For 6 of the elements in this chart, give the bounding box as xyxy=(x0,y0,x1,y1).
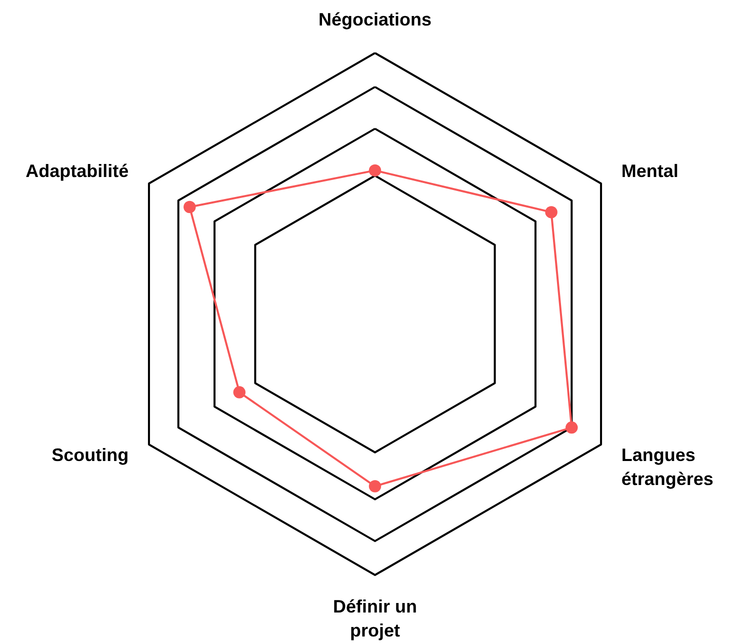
spoke-label: Adaptabilité xyxy=(26,160,129,181)
spoke-label: Scouting xyxy=(52,445,129,466)
spoke-label: Négociations xyxy=(318,10,432,30)
spoke-label: Mental xyxy=(621,160,678,181)
spoke-label: Définir un projet xyxy=(333,596,417,640)
spoke-label: Langues étrangères xyxy=(621,445,714,490)
